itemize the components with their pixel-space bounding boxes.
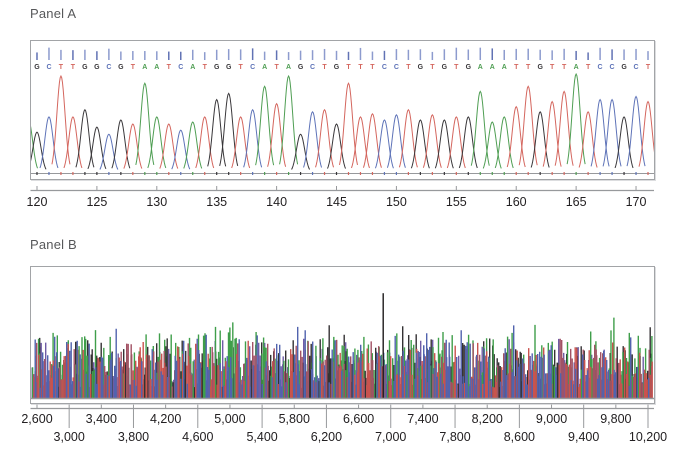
svg-text:4,200: 4,200 bbox=[150, 412, 181, 426]
svg-text:C: C bbox=[610, 64, 615, 71]
svg-text:6,600: 6,600 bbox=[343, 412, 374, 426]
svg-text:G: G bbox=[537, 64, 543, 71]
svg-text:5,400: 5,400 bbox=[246, 430, 277, 444]
svg-text:T: T bbox=[550, 64, 555, 71]
svg-text:140: 140 bbox=[266, 195, 287, 209]
svg-text:G: G bbox=[334, 64, 340, 71]
svg-text:A: A bbox=[190, 64, 195, 71]
svg-text:8,600: 8,600 bbox=[504, 430, 535, 444]
svg-text:T: T bbox=[646, 64, 651, 71]
svg-text:T: T bbox=[59, 64, 64, 71]
svg-text:120: 120 bbox=[27, 195, 48, 209]
svg-text:T: T bbox=[71, 64, 76, 71]
svg-text:G: G bbox=[82, 64, 88, 71]
svg-text:9,400: 9,400 bbox=[568, 430, 599, 444]
svg-text:135: 135 bbox=[206, 195, 227, 209]
svg-text:155: 155 bbox=[446, 195, 467, 209]
svg-text:6,200: 6,200 bbox=[311, 430, 342, 444]
svg-text:2,600: 2,600 bbox=[21, 412, 52, 426]
svg-text:8,200: 8,200 bbox=[472, 412, 503, 426]
svg-text:T: T bbox=[430, 64, 435, 71]
svg-text:G: G bbox=[118, 64, 124, 71]
svg-text:C: C bbox=[178, 64, 183, 71]
svg-text:3,800: 3,800 bbox=[118, 430, 149, 444]
svg-text:T: T bbox=[454, 64, 459, 71]
svg-text:G: G bbox=[34, 64, 40, 71]
svg-text:7,400: 7,400 bbox=[407, 412, 438, 426]
panel-b-plot-frame bbox=[30, 266, 655, 404]
panel-b-chromatogram-trace bbox=[31, 293, 654, 400]
svg-text:T: T bbox=[167, 64, 172, 71]
svg-text:T: T bbox=[370, 64, 375, 71]
svg-text:G: G bbox=[94, 64, 100, 71]
svg-text:C: C bbox=[310, 64, 315, 71]
svg-text:A: A bbox=[142, 64, 147, 71]
svg-text:T: T bbox=[131, 64, 136, 71]
svg-text:T: T bbox=[203, 64, 208, 71]
panel-b-x-axis: 2,600 3,400 4,200 5,000 5,800 6,600 7,400 8,200… bbox=[21, 404, 667, 444]
svg-text:145: 145 bbox=[326, 195, 347, 209]
svg-text:9,000: 9,000 bbox=[536, 412, 567, 426]
svg-text:A: A bbox=[262, 64, 267, 71]
svg-text:A: A bbox=[478, 64, 483, 71]
svg-text:150: 150 bbox=[386, 195, 407, 209]
svg-text:G: G bbox=[298, 64, 304, 71]
svg-text:9,800: 9,800 bbox=[600, 412, 631, 426]
svg-text:G: G bbox=[621, 64, 627, 71]
svg-text:165: 165 bbox=[566, 195, 587, 209]
svg-text:A: A bbox=[154, 64, 159, 71]
svg-text:T: T bbox=[358, 64, 363, 71]
svg-text:A: A bbox=[490, 64, 495, 71]
svg-text:130: 130 bbox=[146, 195, 167, 209]
svg-text:G: G bbox=[442, 64, 448, 71]
svg-text:T: T bbox=[526, 64, 531, 71]
svg-text:C: C bbox=[46, 64, 51, 71]
svg-text:C: C bbox=[394, 64, 399, 71]
svg-text:4,600: 4,600 bbox=[182, 430, 213, 444]
svg-text:T: T bbox=[406, 64, 411, 71]
svg-text:3,000: 3,000 bbox=[54, 430, 85, 444]
svg-text:T: T bbox=[322, 64, 327, 71]
panel-b-title: Panel B bbox=[30, 237, 77, 252]
svg-text:160: 160 bbox=[506, 195, 527, 209]
panel-a-title: Panel A bbox=[30, 6, 77, 21]
svg-text:A: A bbox=[574, 64, 579, 71]
svg-text:5,800: 5,800 bbox=[279, 412, 310, 426]
svg-text:C: C bbox=[106, 64, 111, 71]
svg-text:170: 170 bbox=[626, 195, 647, 209]
svg-text:T: T bbox=[346, 64, 351, 71]
svg-text:7,000: 7,000 bbox=[375, 430, 406, 444]
svg-text:G: G bbox=[214, 64, 220, 71]
svg-text:7,800: 7,800 bbox=[439, 430, 470, 444]
svg-text:C: C bbox=[598, 64, 603, 71]
svg-text:C: C bbox=[382, 64, 387, 71]
svg-text:C: C bbox=[250, 64, 255, 71]
svg-text:G: G bbox=[226, 64, 232, 71]
svg-text:G: G bbox=[466, 64, 472, 71]
svg-text:5,000: 5,000 bbox=[214, 412, 245, 426]
svg-text:A: A bbox=[286, 64, 291, 71]
svg-text:125: 125 bbox=[86, 195, 107, 209]
svg-text:T: T bbox=[562, 64, 567, 71]
svg-text:T: T bbox=[514, 64, 519, 71]
svg-text:T: T bbox=[239, 64, 244, 71]
svg-text:10,200: 10,200 bbox=[629, 430, 667, 444]
svg-text:G: G bbox=[418, 64, 424, 71]
svg-text:T: T bbox=[274, 64, 279, 71]
panel-a-x-axis: 120 125 130 135 140 145 150 155 160 165 170 bbox=[27, 186, 654, 209]
svg-text:T: T bbox=[586, 64, 591, 71]
svg-text:3,400: 3,400 bbox=[86, 412, 117, 426]
svg-text:C: C bbox=[633, 64, 638, 71]
svg-text:A: A bbox=[502, 64, 507, 71]
